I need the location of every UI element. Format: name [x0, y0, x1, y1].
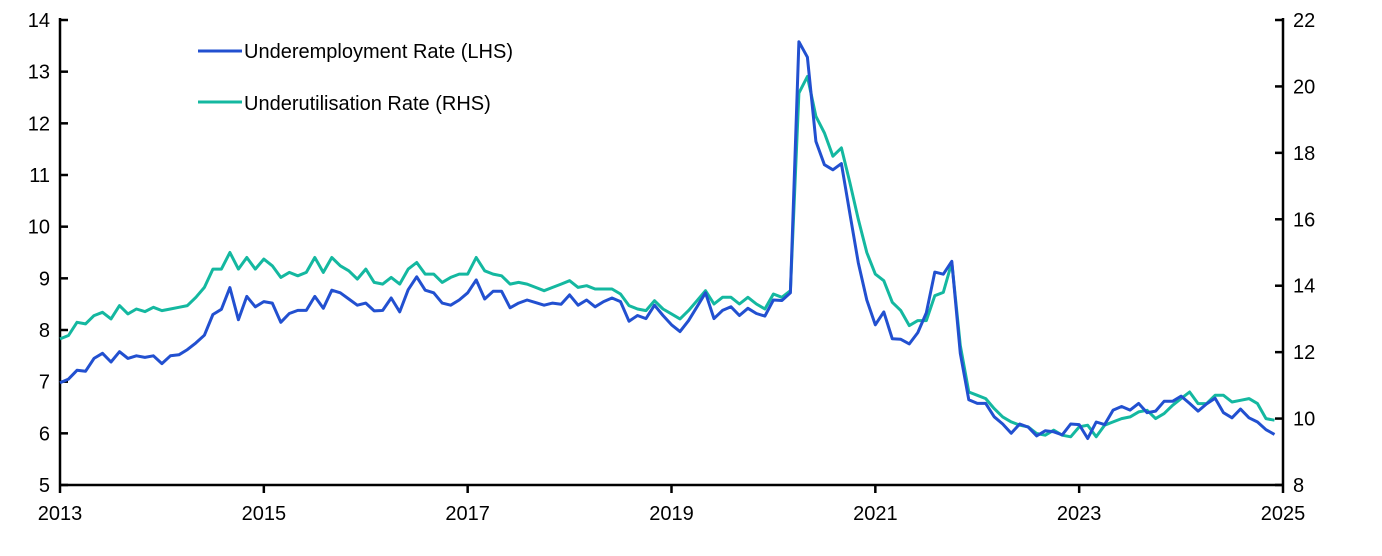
right-tick-label: 16 [1293, 209, 1315, 231]
left-tick-label: 5 [39, 475, 50, 497]
left-tick-label: 12 [28, 113, 50, 135]
right-tick-label: 14 [1293, 276, 1315, 298]
x-tick-label: 2019 [649, 503, 694, 525]
right-tick-label: 10 [1293, 409, 1315, 431]
right-tick-label: 12 [1293, 342, 1315, 364]
left-tick-label: 14 [28, 10, 50, 32]
left-tick-label: 7 [39, 372, 50, 394]
left-tick-label: 8 [39, 320, 50, 342]
x-tick-label: 2025 [1261, 503, 1306, 525]
x-tick-label: 2013 [38, 503, 83, 525]
legend: Underemployment Rate (LHS) Underutilisat… [198, 41, 513, 115]
series-line-underemployment [59, 40, 1276, 440]
left-tick-label: 10 [28, 217, 50, 239]
x-tick-label: 2017 [445, 503, 490, 525]
x-tick-label: 2015 [242, 503, 287, 525]
left-tick-label: 11 [29, 165, 50, 187]
legend-label-underutilisation: Underutilisation Rate (RHS) [244, 93, 491, 115]
left-tick-label: 6 [39, 423, 50, 445]
left-tick-label: 13 [28, 62, 50, 84]
right-tick-label: 18 [1293, 143, 1315, 165]
right-tick-label: 20 [1293, 76, 1315, 98]
right-tick-label: 8 [1293, 475, 1304, 497]
legend-label-underemployment: Underemployment Rate (LHS) [244, 41, 513, 63]
left-tick-label: 9 [39, 268, 50, 290]
x-tick-label: 2023 [1057, 503, 1102, 525]
series-lines [59, 40, 1276, 440]
series-line-underutilisation [59, 75, 1275, 439]
x-tick-label: 2021 [853, 503, 898, 525]
right-tick-label: 22 [1293, 10, 1315, 32]
axes: 5 6 7 8 9 10 11 12 13 14 8 10 12 14 16 18 20 22 2013 2015 20… [28, 10, 1316, 525]
